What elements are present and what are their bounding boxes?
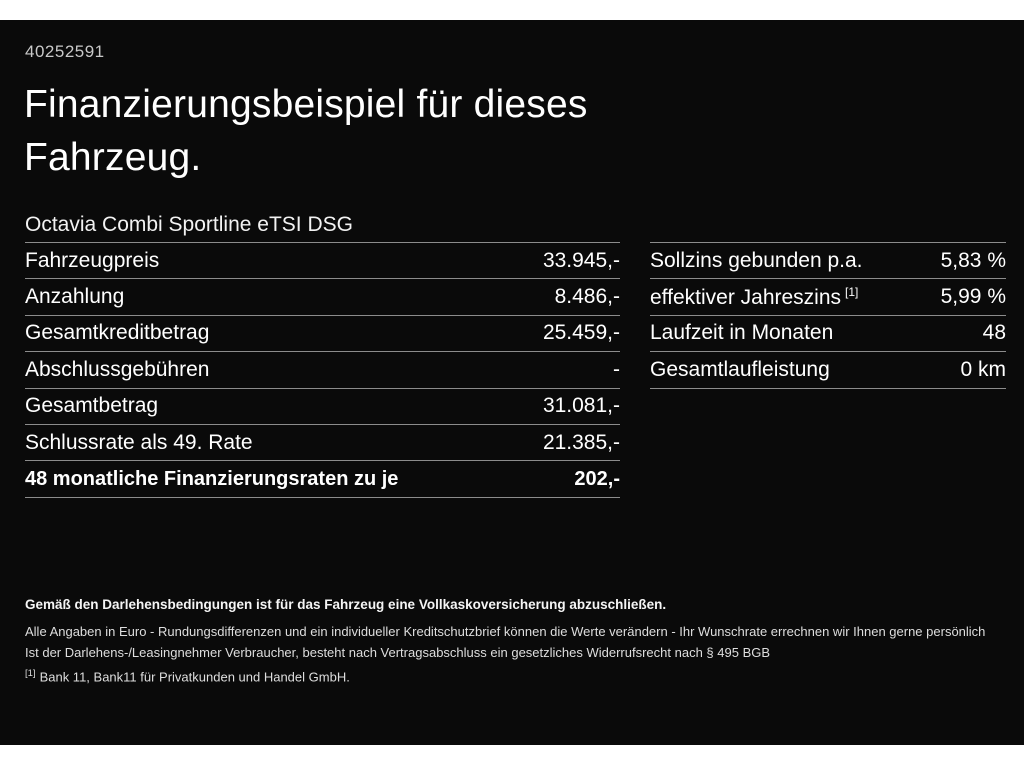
table-row: Schlussrate als 49. Rate 21.385,- <box>25 423 620 460</box>
page-title-line1: Finanzierungsbeispiel für dieses <box>24 83 588 126</box>
table-row: Gesamtbetrag 31.081,- <box>25 387 620 424</box>
row-label: Laufzeit in Monaten <box>650 321 834 345</box>
row-label: Sollzins gebunden p.a. <box>650 248 863 272</box>
row-value: 5,83 % <box>940 248 1006 272</box>
page-title: Finanzierungsbeispiel für dieses Fahrzeu… <box>24 78 588 184</box>
row-value: 25.459,- <box>542 321 620 345</box>
row-value: - <box>613 357 620 381</box>
vehicle-model-name: Octavia Combi Sportline eTSI DSG <box>25 213 353 236</box>
financing-table-right: Sollzins gebunden p.a. 5,83 % effektiver… <box>650 242 1006 389</box>
row-label: Gesamtbetrag <box>25 394 159 418</box>
table-row: Laufzeit in Monaten 48 <box>650 314 1006 351</box>
row-value: 5,99 % <box>940 285 1006 309</box>
row-value: 202,- <box>574 467 620 490</box>
row-label-text: effektiver Jahreszins <box>650 285 842 309</box>
row-label: effektiver Jahreszins [1] <box>650 285 858 310</box>
table-row: effektiver Jahreszins [1] 5,99 % <box>650 278 1006 314</box>
legal-footer: Gemäß den Darlehensbedingungen ist für d… <box>25 597 1000 684</box>
table-row: Fahrzeugpreis 33.945,- <box>25 242 620 278</box>
page-title-line2: Fahrzeug. <box>24 136 202 179</box>
row-label: Gesamtkreditbetrag <box>25 321 210 345</box>
table-row: Gesamtkreditbetrag 25.459,- <box>25 314 620 351</box>
row-value: 33.945,- <box>542 248 620 272</box>
row-label: Gesamtlaufleistung <box>650 357 830 381</box>
table-row: Sollzins gebunden p.a. 5,83 % <box>650 242 1006 278</box>
disclaimer-rounding: Alle Angaben in Euro - Rundungsdifferenz… <box>25 624 986 639</box>
table-row-monthly-rate: 48 monatliche Finanzierungsraten zu je 2… <box>25 460 620 496</box>
footnote-reference: [1] <box>845 284 859 299</box>
row-value: 0 km <box>960 357 1006 381</box>
row-value: 8.486,- <box>554 285 620 309</box>
table-row: Anzahlung 8.486,- <box>25 278 620 314</box>
row-value: 48 <box>982 321 1006 345</box>
table-row: Abschlussgebühren - <box>25 351 620 387</box>
footnote-text: Bank 11, Bank11 für Privatkunden und Han… <box>39 669 350 685</box>
table-row: Gesamtlaufleistung 0 km <box>650 351 1006 387</box>
financing-table-left: Fahrzeugpreis 33.945,- Anzahlung 8.486,-… <box>25 242 620 498</box>
row-label: Anzahlung <box>25 285 125 309</box>
row-value: 21.385,- <box>542 430 620 454</box>
row-label: Abschlussgebühren <box>25 357 210 381</box>
row-value: 31.081,- <box>542 394 620 418</box>
row-label: Fahrzeugpreis <box>25 248 160 272</box>
disclaimer-withdrawal-right: Ist der Darlehens-/Leasingnehmer Verbrau… <box>25 645 771 660</box>
row-label: 48 monatliche Finanzierungsraten zu je <box>25 467 399 490</box>
insurance-requirement-note: Gemäß den Darlehensbedingungen ist für d… <box>25 597 667 612</box>
footnote-marker: [1] <box>25 668 36 679</box>
row-label: Schlussrate als 49. Rate <box>25 430 253 454</box>
bank-footnote: [1] Bank 11, Bank11 für Privatkunden und … <box>25 668 1000 684</box>
content-area: 40252591 Finanzierungsbeispiel für diese… <box>0 20 1024 745</box>
vehicle-id-number: 40252591 <box>25 42 105 61</box>
